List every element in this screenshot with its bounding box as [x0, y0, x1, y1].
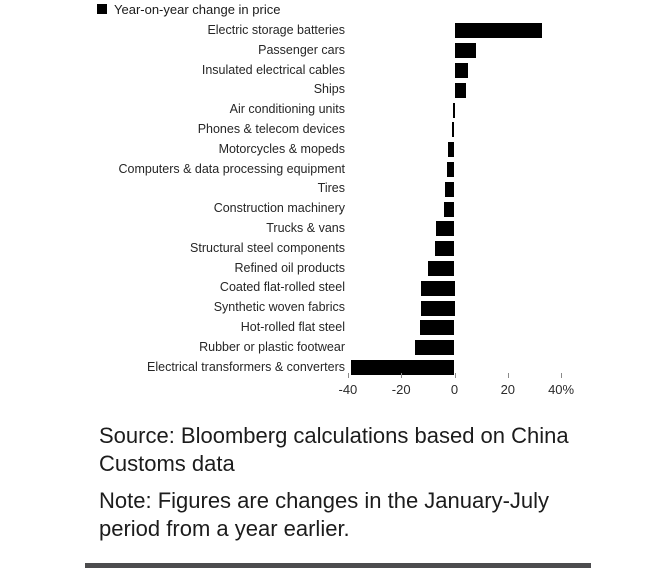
axis-tick	[454, 373, 456, 378]
value-bar	[454, 23, 543, 39]
chart-row: Coated flat-rolled steel	[0, 278, 663, 298]
chart-row: Computers & data processing equipment	[0, 160, 663, 180]
value-bar	[454, 82, 467, 98]
category-label: Motorcycles & mopeds	[218, 141, 345, 156]
category-label: Synthetic woven fabrics	[213, 300, 345, 315]
plot-cell	[345, 199, 663, 219]
bar-chart: Electric storage batteries Passenger cars…	[0, 21, 663, 377]
axis-tick-label: 40%	[548, 382, 575, 397]
value-bar	[427, 260, 455, 276]
axis-tick	[561, 373, 563, 378]
category-label: Phones & telecom devices	[197, 121, 345, 136]
legend-label: Year-on-year change in price	[114, 1, 281, 17]
axis-tick	[401, 373, 403, 378]
plot-cell	[345, 298, 663, 318]
axis-tick	[347, 373, 349, 378]
value-bar	[445, 181, 455, 197]
bottom-divider	[85, 563, 591, 568]
chart-row: Synthetic woven fabrics	[0, 298, 663, 318]
plot-cell	[345, 160, 663, 180]
axis-tick-label: -20	[391, 382, 411, 397]
category-label: Passenger cars	[258, 42, 345, 57]
value-bar	[451, 122, 455, 138]
category-label: Ships	[313, 82, 345, 97]
value-bar	[454, 62, 468, 78]
value-bar	[421, 300, 455, 316]
category-label: Electrical transformers & converters	[147, 359, 345, 374]
plot-cell	[345, 80, 663, 100]
plot-cell	[345, 120, 663, 140]
value-bar	[446, 161, 455, 177]
category-label: Refined oil products	[234, 260, 345, 275]
value-bar	[453, 102, 455, 118]
value-bar	[421, 280, 455, 296]
plot-cell	[345, 179, 663, 199]
plot-cell	[345, 318, 663, 338]
plot-cell	[345, 41, 663, 61]
value-bar	[447, 142, 455, 158]
plot-cell	[345, 358, 663, 378]
category-label: Coated flat-rolled steel	[219, 280, 345, 295]
chart-row: Motorcycles & mopeds	[0, 140, 663, 160]
plot-cell	[345, 219, 663, 239]
plot-cell	[345, 21, 663, 41]
category-label: Structural steel components	[190, 240, 345, 255]
chart-row: Electric storage batteries	[0, 21, 663, 41]
plot-cell	[345, 140, 663, 160]
value-bar	[434, 241, 455, 257]
category-label: Construction machinery	[213, 201, 345, 216]
axis-tick-label: 0	[450, 382, 459, 397]
chart-row: Phones & telecom devices	[0, 120, 663, 140]
value-bar	[435, 221, 455, 237]
legend-swatch-icon	[97, 4, 107, 14]
value-bar	[443, 201, 455, 217]
chart-row: Refined oil products	[0, 259, 663, 279]
chart-row: Electrical transformers & converters	[0, 358, 663, 378]
plot-cell	[345, 239, 663, 259]
chart-row: Insulated electrical cables	[0, 61, 663, 81]
category-label: Computers & data processing equipment	[118, 161, 345, 176]
category-label: Insulated electrical cables	[201, 62, 345, 77]
category-label: Hot-rolled flat steel	[240, 319, 345, 334]
chart-row: Rubber or plastic footwear	[0, 338, 663, 358]
value-bar	[414, 340, 455, 356]
category-label: Rubber or plastic footwear	[199, 339, 345, 354]
plot-cell	[345, 61, 663, 81]
chart-row: Air conditioning units	[0, 100, 663, 120]
chart-row: Trucks & vans	[0, 219, 663, 239]
note-text: Note: Figures are changes in the January…	[99, 488, 550, 541]
chart-row: Tires	[0, 179, 663, 199]
axis-tick	[507, 373, 509, 378]
value-bar	[419, 320, 455, 336]
axis-tick-label: 20	[500, 382, 516, 397]
axis-tick-label: -40	[338, 382, 358, 397]
x-axis: -40 -20 0 20 40%	[338, 373, 585, 401]
chart-row: Hot-rolled flat steel	[0, 318, 663, 338]
plot-cell	[345, 100, 663, 120]
category-label: Electric storage batteries	[207, 23, 345, 37]
chart-row: Construction machinery	[0, 199, 663, 219]
plot-cell	[345, 338, 663, 358]
chart-row: Passenger cars	[0, 41, 663, 61]
category-label: Trucks & vans	[266, 220, 345, 235]
chart-row: Ships	[0, 80, 663, 100]
chart-row: Structural steel components	[0, 239, 663, 259]
value-bar	[454, 43, 476, 59]
category-label: Tires	[317, 181, 345, 196]
value-bar	[350, 359, 455, 375]
plot-cell	[345, 278, 663, 298]
source-text: Source: Bloomberg calculations based on …	[99, 423, 569, 476]
chart-legend: Year-on-year change in price	[97, 1, 280, 17]
category-label: Air conditioning units	[229, 102, 345, 117]
plot-cell	[345, 259, 663, 279]
